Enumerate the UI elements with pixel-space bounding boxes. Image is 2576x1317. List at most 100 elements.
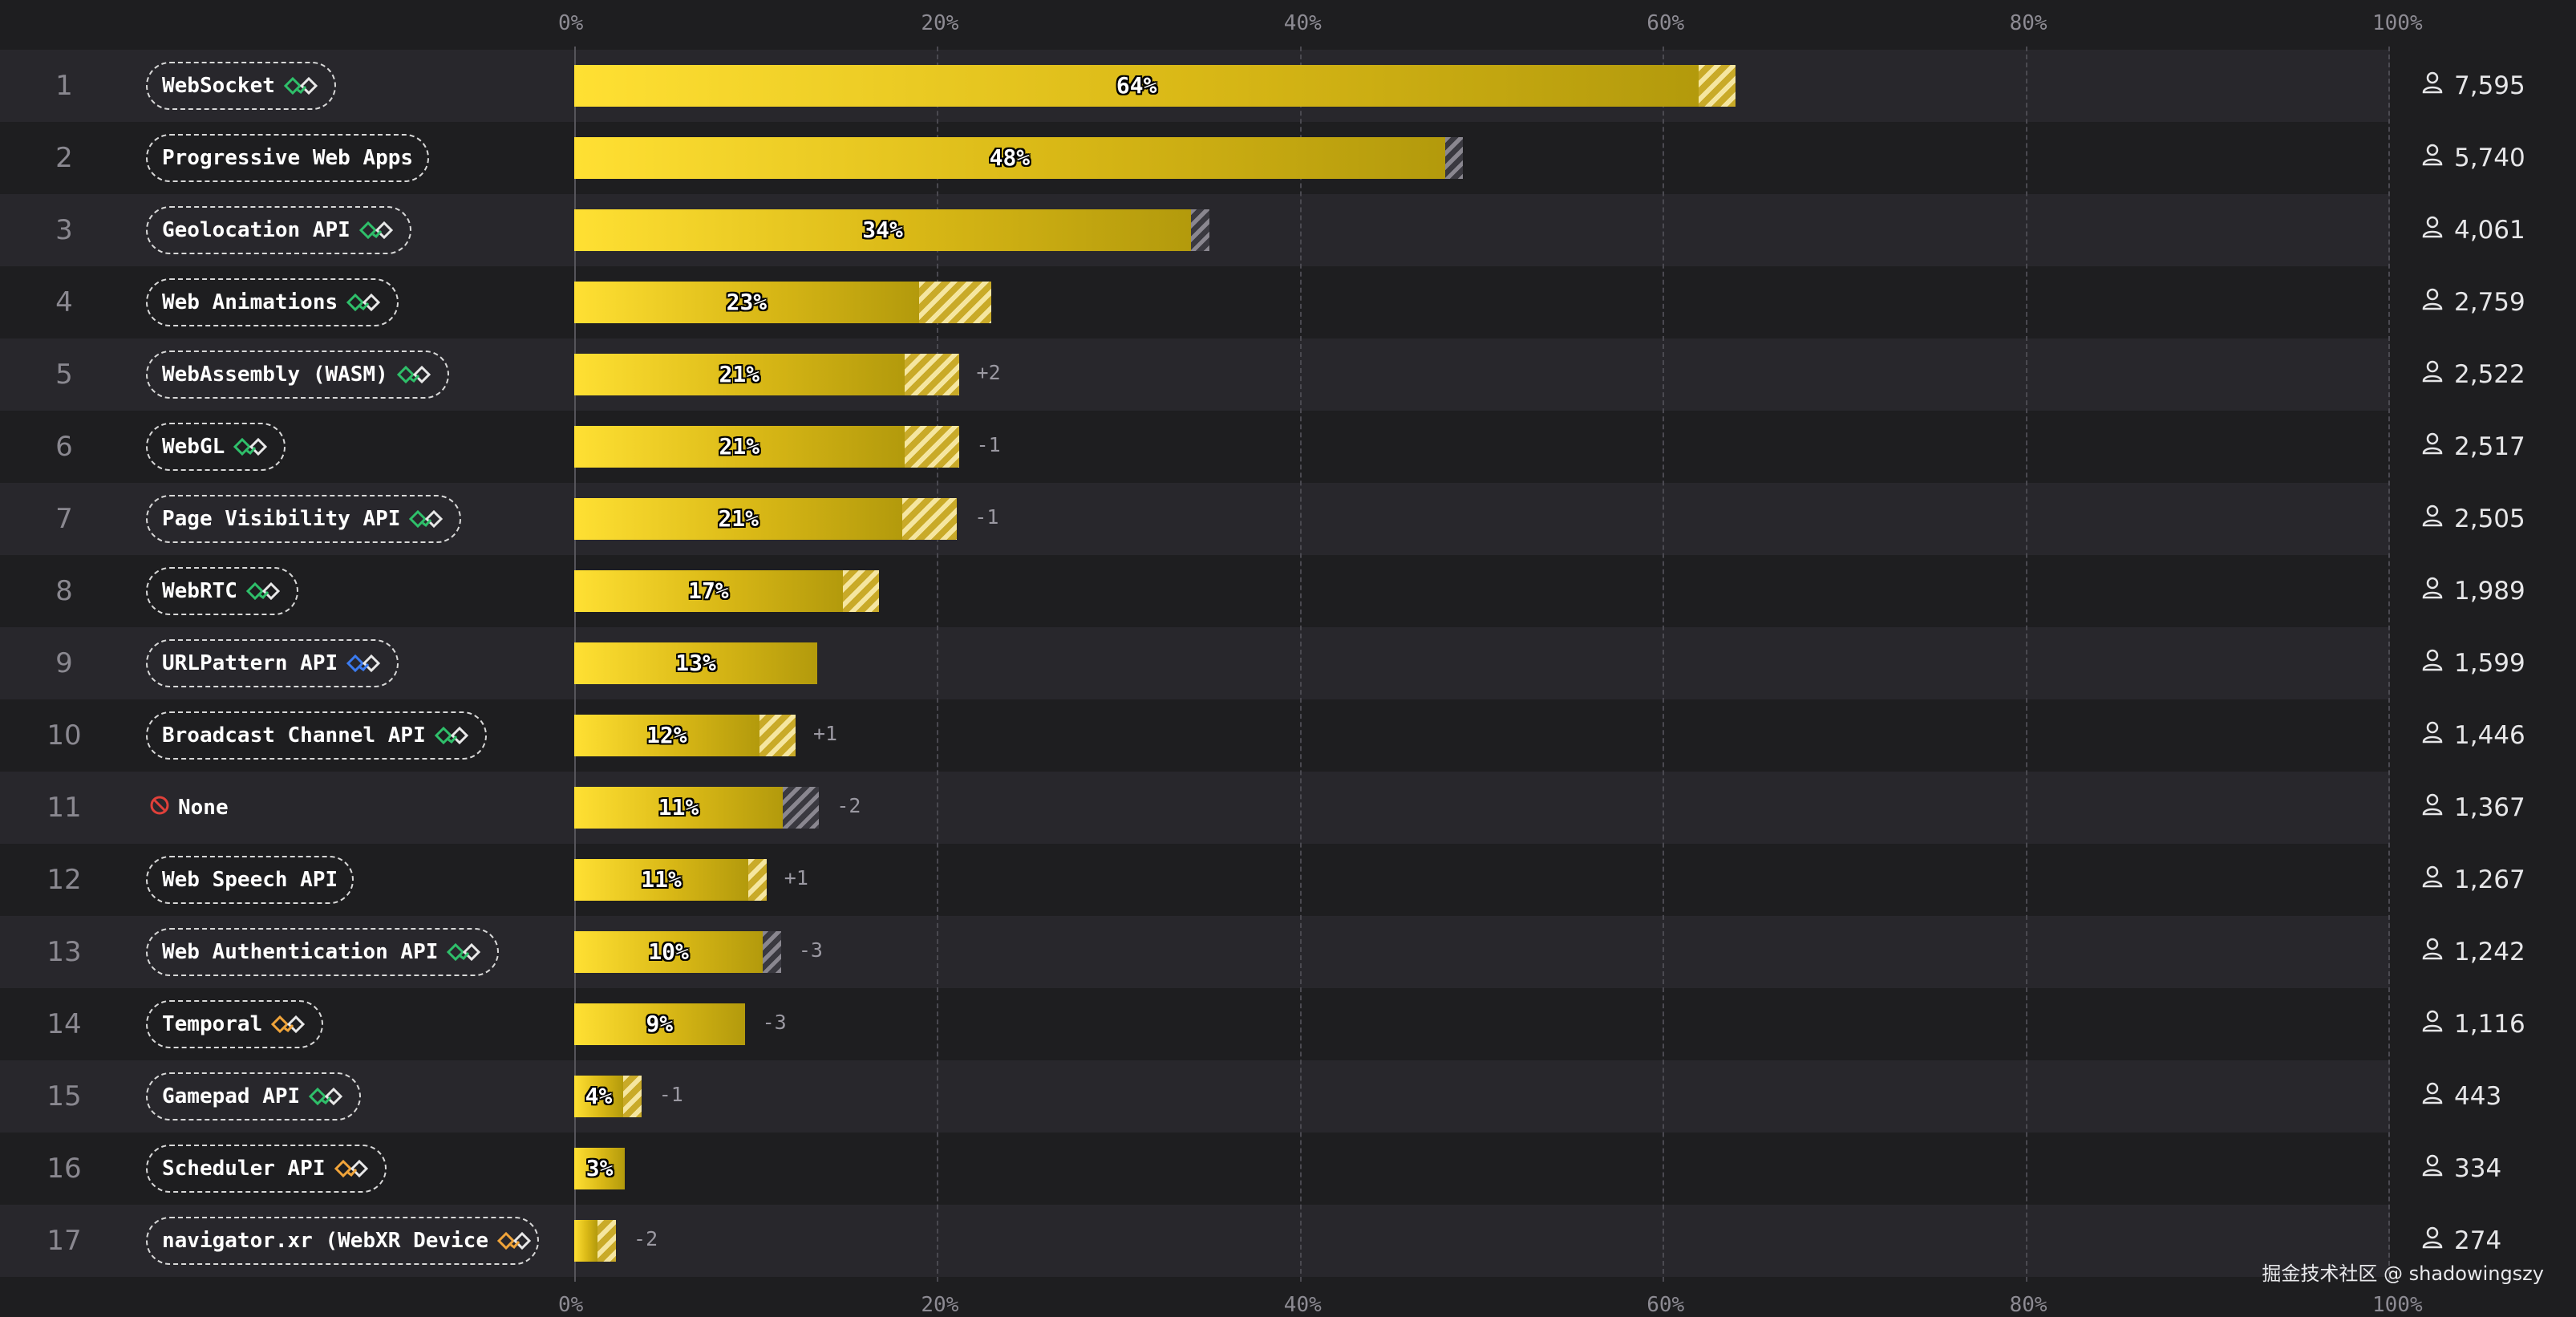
bar-value-label: 13% [675,650,716,676]
grid-line [1663,47,1665,1282]
bar[interactable] [574,1220,598,1262]
row-band [0,1060,2390,1133]
feature-label[interactable]: WebRTC [146,567,298,615]
feature-label[interactable]: None [146,784,232,832]
bar-value-label: 17% [688,577,729,604]
bar[interactable] [574,715,759,756]
rank-change: -2 [836,794,861,817]
user-icon [2422,432,2443,462]
respondent-count: 4,061 [2422,194,2525,266]
bar[interactable] [574,931,763,973]
respondent-count: 2,505 [2422,483,2525,555]
count-value: 2,522 [2454,360,2525,389]
browser-support-icon [358,221,395,240]
rank-number: 9 [55,647,73,679]
grid-line [937,47,939,1282]
bar[interactable] [574,65,1699,107]
rank-change: +2 [976,361,1001,384]
bar-value-label: 21% [718,505,759,532]
rank-number: 12 [47,864,82,896]
bar-value-label: 4% [585,1083,613,1109]
bar[interactable] [574,787,784,829]
bar[interactable] [574,642,818,684]
rank-number: 4 [55,286,73,318]
row-band [0,844,2390,916]
bar[interactable] [574,498,903,540]
feature-label[interactable]: WebAssembly (WASM) [146,351,449,399]
bar[interactable] [574,1003,745,1045]
feature-name: Web Animations [162,290,338,314]
bar[interactable] [574,137,1445,179]
respondent-count: 2,759 [2422,266,2525,338]
feature-label[interactable]: Scheduler API [146,1145,387,1193]
bar[interactable] [574,859,749,901]
row-band [0,411,2390,483]
bar[interactable] [574,570,843,612]
feature-label[interactable]: Web Speech API [146,856,354,904]
rank-change: -1 [976,433,1001,456]
rank-number: 16 [47,1153,82,1185]
x-tick-label-top: 100% [2372,11,2423,35]
bar[interactable] [574,209,1192,251]
respondent-count: 1,989 [2422,555,2525,627]
user-icon [2422,576,2443,606]
bar[interactable] [574,1076,624,1117]
bar-hatch [783,787,820,829]
rank-change: +1 [784,866,808,889]
bar[interactable] [574,282,919,323]
bar[interactable] [574,354,905,395]
browser-support-icon [434,726,471,745]
count-value: 5,740 [2454,144,2525,172]
user-icon [2422,1226,2443,1256]
feature-label[interactable]: Geolocation API [146,206,411,254]
feature-name: None [178,796,229,820]
bar-value-label: 9% [646,1011,674,1037]
count-value: 2,517 [2454,432,2525,461]
browser-support-icon [346,293,383,312]
grid-line [2025,47,2027,1282]
rank-change: -2 [634,1227,658,1250]
feature-label[interactable]: WebSocket [146,62,336,110]
user-icon [2422,215,2443,245]
feature-name: Progressive Web Apps [162,146,414,170]
feature-label[interactable]: Web Animations [146,278,399,326]
user-icon [2422,359,2443,390]
feature-label[interactable]: Temporal [146,1000,324,1048]
bar-value-label: 34% [862,217,903,243]
user-icon [2422,1153,2443,1184]
feature-label[interactable]: Page Visibility API [146,495,462,543]
user-icon [2422,865,2443,895]
feature-label[interactable]: WebGL [146,423,286,471]
feature-label[interactable]: navigator.xr (WebXR Device [146,1217,539,1265]
count-value: 2,759 [2454,288,2525,317]
rank-number: 5 [55,359,73,391]
respondent-count: 2,522 [2422,338,2525,411]
count-value: 1,242 [2454,938,2525,966]
count-value: 274 [2454,1226,2502,1255]
count-value: 334 [2454,1154,2502,1183]
bar-value-label: 23% [726,289,768,315]
respondent-count: 1,242 [2422,916,2525,988]
browser-support-icon [270,1015,307,1034]
feature-label[interactable]: Broadcast Channel API [146,711,487,760]
user-icon [2422,792,2443,823]
respondent-count: 1,446 [2422,699,2525,772]
feature-name: Scheduler API [162,1157,326,1181]
feature-label[interactable]: Progressive Web Apps [146,134,430,182]
feature-name: WebSocket [162,74,275,98]
bar-hatch [623,1076,642,1117]
bar-value-label: 12% [646,722,687,748]
bar[interactable] [574,426,905,468]
feature-label[interactable]: Web Authentication API [146,928,500,976]
bar[interactable] [574,1148,626,1189]
rank-change: +1 [812,722,838,745]
rank-number: 14 [47,1008,82,1040]
feature-label[interactable]: URLPattern API [146,639,399,687]
feature-name: Web Authentication API [162,940,439,964]
feature-name: WebGL [162,435,225,459]
feature-name: Temporal [162,1012,263,1036]
watermark: 掘金技术社区 @ shadowingszy [2262,1262,2544,1285]
feature-label[interactable]: Gamepad API [146,1072,362,1120]
x-tick-label-bottom: 0% [558,1293,584,1317]
